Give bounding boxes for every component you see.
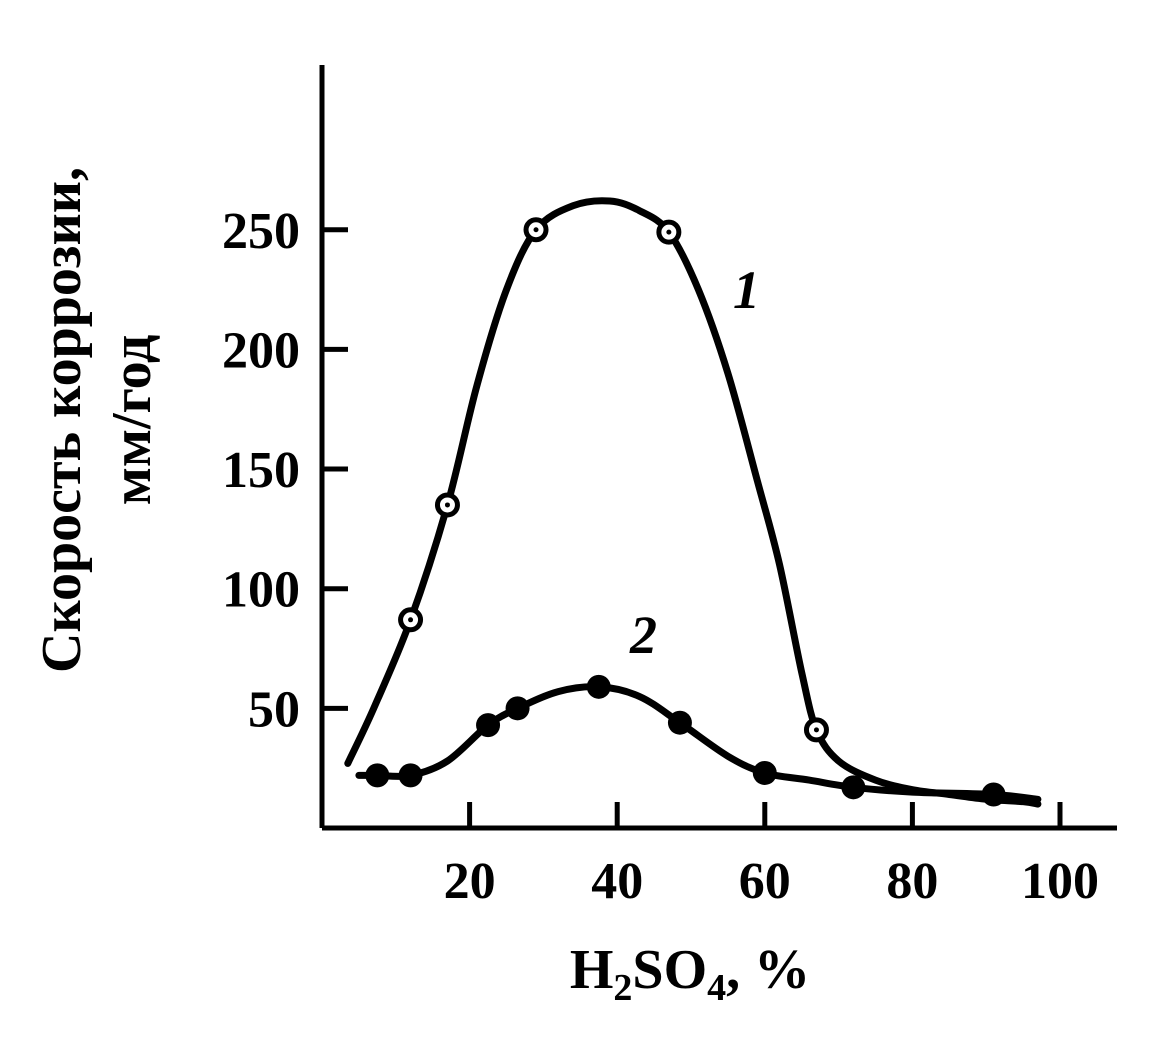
series-2-point-8 xyxy=(981,782,1006,807)
series-1-label: 1 xyxy=(733,260,760,320)
series-2-point-2 xyxy=(476,713,501,738)
y-tick-label-50: 50 xyxy=(248,681,300,738)
series-2-point-5 xyxy=(667,710,692,735)
series-1-point-0-dot xyxy=(408,617,414,623)
axes xyxy=(319,65,1117,831)
series-1 xyxy=(344,197,1042,808)
x-axis-label-mid: SO xyxy=(632,939,707,1001)
x-axis-label-main: H xyxy=(570,939,614,1001)
x-tick-label-60: 60 xyxy=(739,853,791,910)
series-2-line xyxy=(355,683,1042,803)
y-tick-label-100: 100 xyxy=(222,562,300,619)
y-tick-label-200: 200 xyxy=(222,322,300,379)
series-2-point-1 xyxy=(398,763,423,788)
series-2-point-6 xyxy=(752,760,777,785)
series-1-point-1-dot xyxy=(444,502,450,508)
series-2-point-4 xyxy=(586,674,611,699)
y-tick-label-250: 250 xyxy=(222,203,300,260)
series-1-point-3-dot xyxy=(666,229,672,235)
ticks: 20 40 60 80 100 50 100 150 200 250 xyxy=(222,203,1099,910)
series-2-point-0 xyxy=(365,763,390,788)
x-tick-label-40: 40 xyxy=(591,853,643,910)
x-axis-label-sub2: 4 xyxy=(707,967,726,1009)
x-axis-label: H2SO4, % xyxy=(570,939,810,1009)
series-2-point-7 xyxy=(841,775,866,800)
series-1-point-4-dot xyxy=(813,727,819,733)
y-axis-label-line2: мм/год xyxy=(101,335,163,506)
series-2-point-3 xyxy=(505,696,530,721)
series-1-point-2-dot xyxy=(533,227,539,233)
x-tick-label-20: 20 xyxy=(444,853,496,910)
series-layer xyxy=(344,197,1042,808)
series-2-label: 2 xyxy=(629,605,657,665)
series-2 xyxy=(355,674,1042,807)
x-tick-label-80: 80 xyxy=(886,853,938,910)
y-axis-label-line1: Скорость коррозии, xyxy=(31,167,93,673)
x-axis-label-sub1: 2 xyxy=(613,967,632,1009)
x-tick-label-100: 100 xyxy=(1021,853,1099,910)
y-tick-label-150: 150 xyxy=(222,442,300,499)
x-axis-label-tail: , % xyxy=(726,939,810,1001)
